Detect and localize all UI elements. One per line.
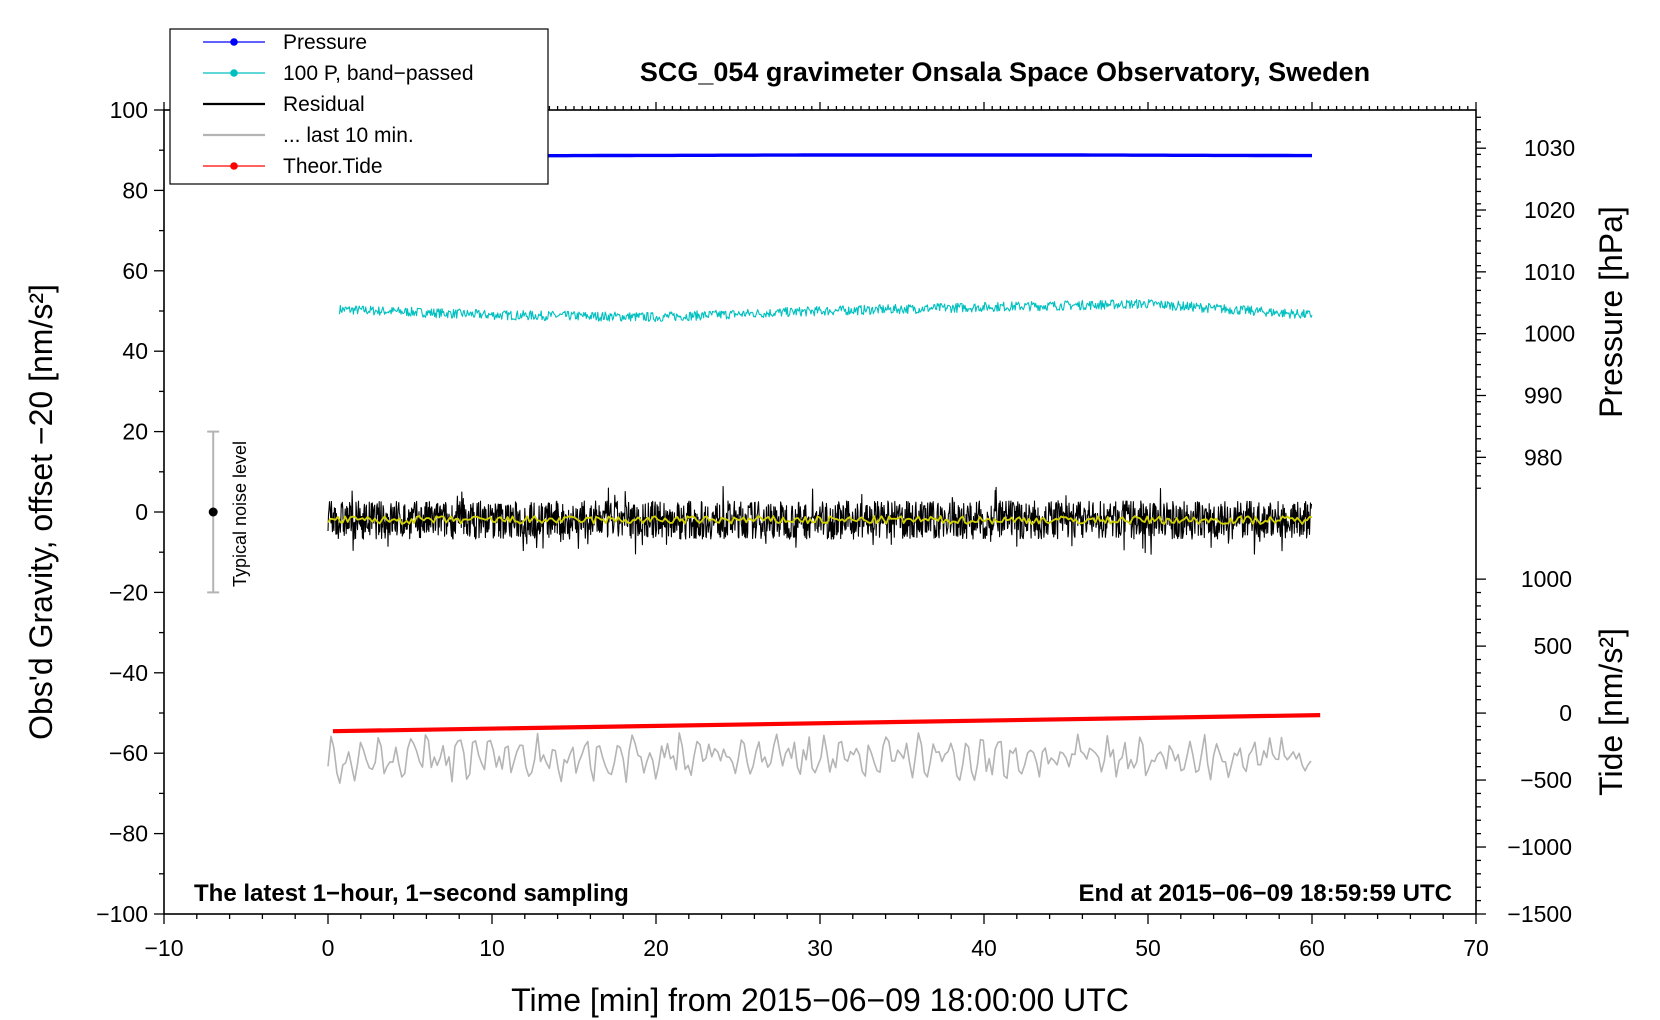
pressure-tick-label: 1030 <box>1524 135 1575 161</box>
pressure-tick-label: 980 <box>1524 444 1562 470</box>
annotation-end-time: End at 2015−06−09 18:59:59 UTC <box>1078 880 1452 907</box>
legend: Pressure 100 P, band−passed Residual ... la… <box>169 28 549 185</box>
y-tick-label: 40 <box>122 338 148 364</box>
pressure-tick-label: 1020 <box>1524 197 1575 223</box>
y-axis-label-tide: Tide [nm/s²] <box>1593 628 1629 796</box>
x-tick-label: 60 <box>1299 935 1325 961</box>
x-tick-label: 30 <box>807 935 833 961</box>
legend-box <box>169 28 549 185</box>
series-residual-smoothed <box>327 515 1313 525</box>
y-tick-label: −60 <box>109 740 148 766</box>
y-axis-label-left: Obs'd Gravity, offset −20 [nm/s²] <box>23 284 59 740</box>
legend-marker <box>230 38 238 46</box>
legend-label: 100 P, band−passed <box>283 62 474 85</box>
legend-label: Pressure <box>283 31 367 54</box>
series-residual <box>327 485 1313 555</box>
chart-title: SCG_054 gravimeter Onsala Space Observat… <box>640 57 1370 87</box>
y-tick-label: −80 <box>109 821 148 847</box>
y-tick-label: 80 <box>122 177 148 203</box>
annotation-sampling: The latest 1−hour, 1−second sampling <box>194 880 629 907</box>
noise-bar-center-dot <box>208 507 218 517</box>
y-tick-label: −20 <box>109 579 148 605</box>
x-tick-label: 50 <box>1135 935 1161 961</box>
x-tick-label: 20 <box>643 935 669 961</box>
x-tick-label: 10 <box>479 935 505 961</box>
x-tick-label: −10 <box>144 935 183 961</box>
pressure-tick-label: 1010 <box>1524 259 1575 285</box>
x-tick-label: 0 <box>322 935 335 961</box>
y-tick-label: −100 <box>96 901 148 927</box>
tide-tick-label: 1000 <box>1521 566 1572 592</box>
plot-frame <box>163 109 1477 915</box>
x-tick-label: 40 <box>971 935 997 961</box>
series-theor-tide <box>332 713 1321 734</box>
tide-tick-label: −500 <box>1520 767 1572 793</box>
y-tick-label: 60 <box>122 258 148 284</box>
tide-tick-label: −1000 <box>1507 834 1572 860</box>
legend-label: Theor.Tide <box>283 155 383 178</box>
tide-tick-label: 0 <box>1559 700 1572 726</box>
y-tick-label: 20 <box>122 419 148 445</box>
y-axis-label-pressure: Pressure [hPa] <box>1593 206 1629 418</box>
y-tick-label: 0 <box>135 499 148 525</box>
noise-level-label: Typical noise level <box>230 441 250 587</box>
y-tick-label: 100 <box>110 97 148 123</box>
pressure-tick-label: 990 <box>1524 383 1562 409</box>
series--last-10-min <box>327 732 1312 784</box>
tide-tick-label: −1500 <box>1507 901 1572 927</box>
y-tick-label: −40 <box>109 660 148 686</box>
x-axis-label: Time [min] from 2015−06−09 18:00:00 UTC <box>511 982 1129 1018</box>
x-tick-label: 70 <box>1463 935 1489 961</box>
legend-marker <box>230 162 238 170</box>
pressure-tick-label: 1000 <box>1524 321 1575 347</box>
noise-level-bar <box>207 430 220 594</box>
legend-label: ... last 10 min. <box>283 124 414 147</box>
tide-tick-label: 500 <box>1534 633 1572 659</box>
series-100-p-band-passed <box>338 299 1313 323</box>
legend-marker <box>230 69 238 77</box>
legend-label: Residual <box>283 93 365 116</box>
